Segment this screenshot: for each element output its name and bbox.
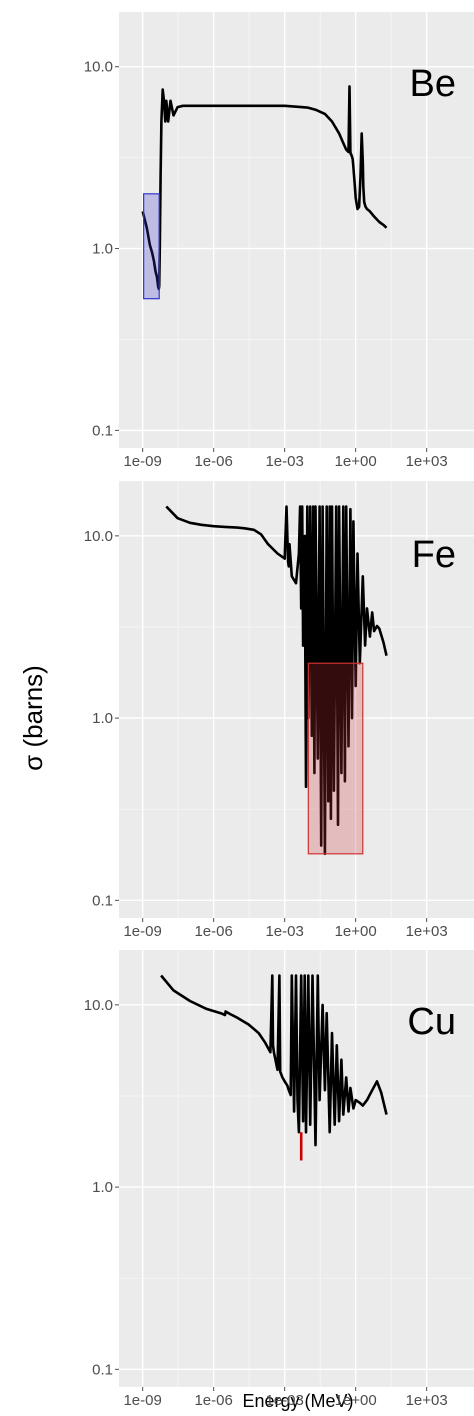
x-tick-label: 1e-03 <box>265 1392 303 1409</box>
element-label: Cu <box>407 1001 456 1043</box>
series-line <box>165 505 388 856</box>
y-tick-label: 1.0 <box>92 710 113 727</box>
y-tick-label: 1.0 <box>92 241 113 258</box>
element-label: Fe <box>412 534 456 576</box>
y-tick-label: 0.1 <box>92 1361 113 1378</box>
panel-be: 1e-09 1e-06 1e-03 1e+00 1e+03 0.1 1.0 10.0 Be <box>84 12 474 470</box>
y-axis-label: σ (barns) <box>18 665 48 771</box>
x-tick-label: 1e-06 <box>194 1392 232 1409</box>
y-tick-label: 10.0 <box>84 59 113 76</box>
panel-fe: 1e-09 1e-06 1e-03 1e+00 1e+03 0.1 1.0 10.0 Fe <box>84 481 474 940</box>
x-tick-label: 1e+00 <box>335 923 377 940</box>
y-tick-label: 10.0 <box>84 997 113 1014</box>
element-label: Be <box>410 63 456 105</box>
x-tick-label: 1e-03 <box>265 923 303 940</box>
y-tick-label: 0.1 <box>92 892 113 909</box>
x-tick-label: 1e-09 <box>123 923 161 940</box>
x-tick-label: 1e-09 <box>123 1392 161 1409</box>
y-tick-label: 1.0 <box>92 1179 113 1196</box>
x-tick-label: 1e+03 <box>406 453 448 470</box>
x-axis-label: Energy (MeV) <box>242 1391 353 1411</box>
x-tick-label: 1e-09 <box>123 453 161 470</box>
x-tick-label: 1e+03 <box>406 923 448 940</box>
highlight-region <box>307 662 364 855</box>
x-tick-label: 1e-03 <box>265 453 303 470</box>
x-tick-label: 1e+00 <box>335 1392 377 1409</box>
y-tick-label: 10.0 <box>84 528 113 545</box>
series-line <box>160 974 388 1147</box>
x-tick-label: 1e+00 <box>335 453 377 470</box>
x-tick-label: 1e-06 <box>194 923 232 940</box>
x-tick-label: 1e+03 <box>406 1392 448 1409</box>
x-tick-label: 1e-06 <box>194 453 232 470</box>
y-tick-label: 0.1 <box>92 422 113 439</box>
panel-cu: 1e-09 1e-06 1e-03 1e+00 1e+03 0.1 1.0 10.0 Cu <box>84 950 474 1409</box>
highlight-region <box>143 193 160 300</box>
